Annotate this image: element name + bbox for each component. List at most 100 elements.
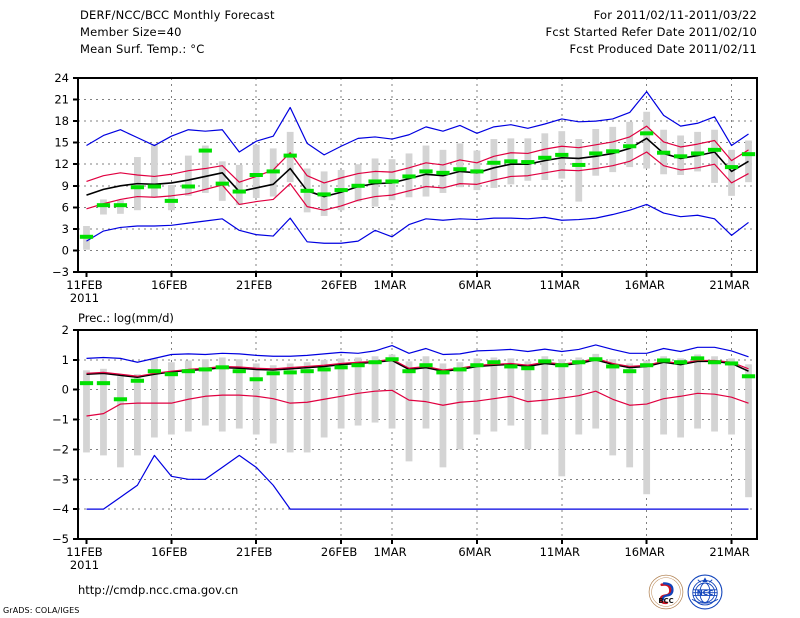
temp-ytick-label: 15 [54, 136, 69, 150]
prec-series-mean [86, 359, 749, 378]
variable-label: Mean Surf. Temp.: °C [80, 42, 205, 56]
prec-spread-box [677, 358, 685, 438]
prec-spread-box [507, 358, 515, 426]
prec-spread-box [269, 365, 277, 444]
prec-spread-box [371, 356, 379, 423]
temp-spread-box [745, 140, 752, 183]
source-url[interactable]: http://cmdp.ncc.cma.gov.cn [78, 583, 239, 597]
temp-spread-box [167, 185, 175, 211]
prec-xtick-label: 16MAR [624, 545, 664, 559]
prec-spread-box [660, 356, 668, 435]
prec-spread-box [201, 359, 209, 426]
precipitation-plot: −5 −4 −3 −2 −1 0 1 2 11FEB 16FEB 21FEB 26FEB 1MAR 6MA… [52, 323, 758, 572]
prec-spread-box [167, 362, 175, 435]
prec-spread-box [694, 354, 701, 429]
prec-ytick-label: −2 [52, 442, 69, 456]
temp-ytick-label: 24 [54, 71, 69, 85]
prec-spread-box [184, 360, 192, 432]
precipitation-axis-caption: Prec.: log(mm/d) [78, 311, 174, 325]
prec-spread-box [490, 357, 498, 432]
temp-spread-box [456, 143, 464, 188]
prec-ytick-label: −4 [52, 502, 69, 516]
prec-spread-box [626, 363, 634, 468]
temp-ytick-label: 12 [54, 157, 69, 171]
temp-xtick-label: 16FEB [151, 278, 188, 292]
prec-ytick-label: 2 [62, 323, 69, 337]
temperature-plot: −3 0 3 6 9 12 15 18 21 24 11FEB 16FEB 21FEB 26FEB 1MAR… [52, 71, 758, 305]
prec-spread-box [388, 354, 396, 429]
prec-spread-box [117, 376, 124, 468]
prec-xtick-label: 6MAR [458, 545, 491, 559]
prec-spread-box [728, 358, 735, 435]
prec-spread-box [405, 361, 413, 462]
temp-ytick-label: 18 [54, 114, 69, 128]
bcc-logo-icon: BCC [648, 574, 684, 610]
temp-ytick-label: 3 [62, 222, 69, 236]
bcc-logo-text: BCC [658, 597, 673, 605]
temp-ytick-label: 0 [62, 243, 69, 257]
prec-ytick-label: −1 [52, 413, 69, 427]
temp-series-min [86, 203, 749, 244]
temp-spread-box [235, 164, 243, 206]
prec-xtick-label: 11MAR [540, 545, 580, 559]
temp-spread-box [524, 138, 532, 181]
prec-spread-box [235, 359, 243, 429]
temp-spread-box [728, 149, 735, 196]
prec-spread-box [456, 362, 464, 450]
temp-ytick-label: 21 [54, 93, 69, 107]
prec-spread-box [558, 359, 566, 477]
temp-spread-box [354, 164, 362, 202]
ncc-logo-text: NCC [697, 588, 714, 597]
temp-spread-box [711, 129, 718, 183]
prec-ytick-label: −3 [52, 472, 69, 486]
forecast-start-date-label: Fcst Started Refer Date 2011/02/10 [545, 25, 757, 39]
temp-ytick-label: 6 [62, 200, 69, 214]
prec-spread-box [83, 370, 90, 453]
temp-xtick-label: 21FEB [236, 278, 273, 292]
prec-xtick-label: 11FEB [66, 545, 103, 559]
prec-spread-box [150, 358, 158, 438]
temp-xtick-label: 1MAR [373, 278, 406, 292]
prec-series-q3 [86, 357, 749, 377]
temp-xtick-label: 16MAR [624, 278, 664, 292]
prec-spread-box [473, 358, 481, 435]
prec-ytick-label: 0 [62, 383, 69, 397]
prec-spread-box [524, 361, 532, 450]
temp-series-max [86, 91, 749, 156]
temp-year-label: 2011 [70, 291, 99, 305]
prec-spread-box [609, 359, 617, 456]
prec-spread-box [134, 374, 141, 456]
temp-spread-box [643, 111, 651, 169]
prec-spread-box [100, 368, 107, 456]
temp-ytick-label: −3 [52, 265, 69, 279]
prec-spread-box [286, 363, 294, 453]
temp-spread-box [218, 161, 226, 201]
prec-spread-box [439, 363, 447, 468]
prec-xtick-label: 21MAR [709, 545, 749, 559]
member-size-label: Member Size=40 [80, 25, 182, 39]
prec-series-max [86, 344, 749, 363]
prec-spread-box [745, 364, 752, 498]
temp-spread-box [184, 155, 192, 196]
temp-xtick-label: 26FEB [321, 278, 358, 292]
page-title: DERF/NCC/BCC Monthly Forecast [80, 8, 275, 22]
temp-series-q3 [86, 125, 749, 184]
prec-ytick-label: −5 [52, 532, 69, 546]
temp-ytick-label: 9 [62, 179, 69, 193]
prec-xtick-label: 1MAR [373, 545, 406, 559]
prec-xtick-label: 16FEB [151, 545, 188, 559]
prec-spread-box [337, 358, 345, 429]
prec-series-min [86, 454, 749, 510]
grads-credit: GrADS: COLA/IGES [3, 606, 80, 615]
prec-series-q1 [86, 389, 749, 417]
prec-spread-box [541, 356, 549, 435]
temp-spread-box [201, 145, 209, 193]
temp-spread-box [150, 144, 158, 197]
prec-ytick-label: 1 [62, 353, 69, 367]
temp-xtick-label: 11MAR [540, 278, 580, 292]
temp-series-q1 [86, 151, 749, 211]
temp-xtick-label: 21MAR [709, 278, 749, 292]
temp-xtick-label: 6MAR [458, 278, 491, 292]
